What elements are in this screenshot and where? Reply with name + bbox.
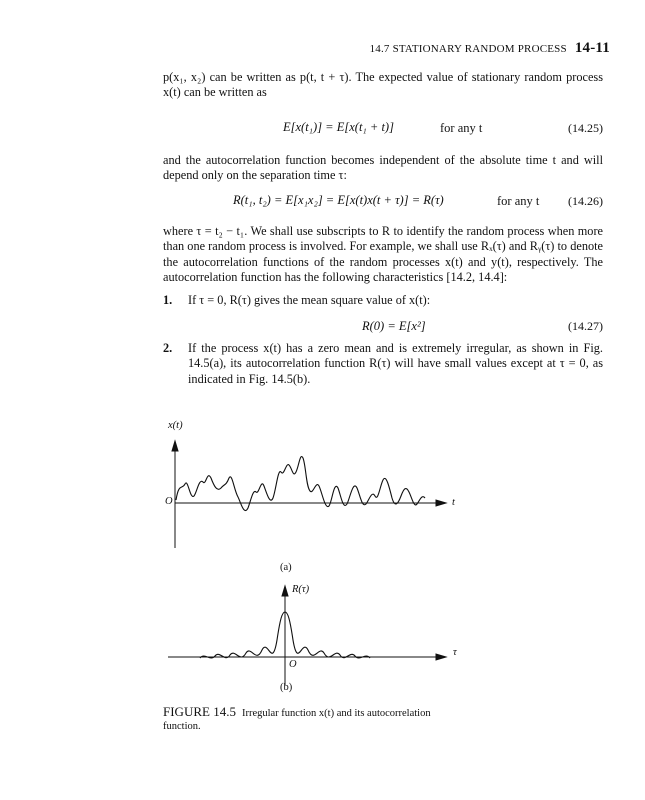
list-number: 1.	[163, 293, 173, 307]
autocorrelation-curve	[199, 611, 371, 659]
figure-a-x-label: t	[452, 497, 455, 508]
figure-b-axes	[168, 584, 448, 685]
figure-b-x-label: τ	[453, 647, 457, 658]
equation-14-26: R(t₁, t₂) = E[x₁x₂] = E[x(t)x(t + τ)] = …	[233, 193, 444, 207]
equation-14-25: E[x(t₁)] = E[x(t₁ + t)]	[283, 120, 394, 134]
list-number: 2.	[163, 341, 173, 355]
figure-a-sublabel: (a)	[280, 562, 292, 573]
paragraph-1: p(x₁, x₂) can be written as p(t, t + τ).…	[163, 70, 603, 101]
irregular-function-curve	[175, 456, 426, 512]
equation-number: (14.25)	[568, 121, 603, 135]
figure-b-y-label: R(τ)	[292, 584, 310, 595]
paragraph-3: where τ = t₂ − t₁. We shall use subscrip…	[163, 224, 603, 285]
figure-a-y-label: x(t)	[168, 420, 183, 431]
equation-number: (14.27)	[568, 319, 603, 333]
figure-caption: FIGURE 14.5 Irregular function x(t) and i…	[163, 705, 463, 733]
figure-b-origin: O	[289, 659, 297, 670]
section-title: 14.7 STATIONARY RANDOM PROCESS	[369, 43, 567, 55]
equation-14-27: R(0) = E[x²]	[362, 319, 426, 333]
page-number: 14-11	[574, 40, 610, 56]
paragraph-2: and the autocorrelation function becomes…	[163, 153, 603, 183]
figure-b-sublabel: (b)	[280, 682, 293, 693]
list-text: If τ = 0, R(τ) gives the mean square val…	[188, 293, 431, 307]
figure-a-axes	[171, 439, 448, 548]
list-text: If the process x(t) has a zero mean and …	[188, 341, 603, 386]
equation-condition: for any t	[497, 194, 540, 208]
running-header: 14.7 STATIONARY RANDOM PROCESS 14-11	[370, 40, 610, 57]
paragraph-line: x(t) can be written as	[163, 85, 267, 100]
paragraph-line: p(x₁, x₂) can be written as p(t, t + τ).…	[163, 70, 603, 84]
figure-a-origin: O	[165, 496, 173, 507]
caption-text: Irregular function x(t) and its autocorr…	[163, 708, 431, 732]
list-item-1: 1. If τ = 0, R(τ) gives the mean square v…	[163, 293, 603, 308]
list-item-2: 2. If the process x(t) has a zero mean an…	[163, 341, 603, 387]
caption-label: FIGURE 14.5	[163, 704, 236, 719]
equation-number: (14.26)	[568, 194, 603, 208]
equation-condition: for any t	[440, 121, 483, 135]
